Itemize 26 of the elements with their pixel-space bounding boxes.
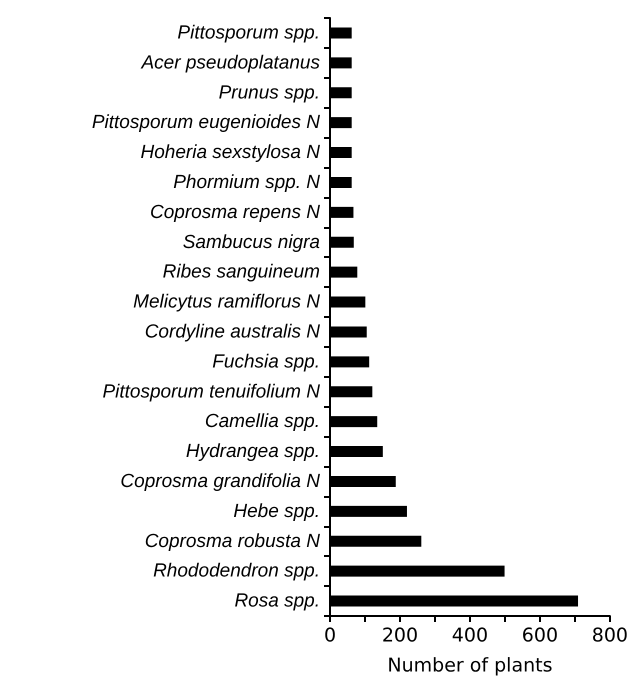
x-axis-title: Number of plants [387, 654, 552, 676]
y-tick-label: Fuchsia spp. [212, 351, 320, 372]
x-tick-label: 200 [382, 624, 418, 646]
y-tick-label: Rhododendron spp. [153, 560, 320, 582]
y-tick-label: Melicytus ramiflorus N [133, 292, 320, 313]
y-tick-label: Prunus spp. [218, 82, 320, 104]
y-tick-label: Sambucus nigra [182, 232, 320, 253]
y-tick-label: Phormium spp. N [173, 172, 320, 193]
y-tick-label: Pittosporum spp. [177, 22, 320, 44]
y-tick-label: Hydrangea spp. [186, 441, 320, 462]
y-tick-label: Rosa spp. [234, 590, 320, 612]
y-tick-label: Acer pseudoplatanus [140, 52, 320, 74]
x-tick-label: 400 [452, 624, 488, 646]
y-tick-label: Camellia spp. [204, 411, 320, 432]
x-tick-label: 0 [324, 624, 336, 646]
y-tick-label: Pittosporum tenuifolium N [102, 381, 320, 402]
y-tick-label: Cordyline australis N [144, 321, 320, 342]
y-tick-label: Hoheria sexstylosa N [140, 142, 320, 164]
y-tick-label: Ribes sanguineum [162, 262, 320, 283]
y-tick-label: Coprosma robusta N [144, 530, 320, 552]
y-tick-label: Coprosma repens N [150, 202, 320, 223]
y-tick-label: Coprosma grandifolia N [120, 470, 320, 492]
y-tick-label: Pittosporum eugenioides N [92, 112, 320, 134]
x-tick-label: 800 [592, 624, 628, 646]
y-tick-label: Hebe spp. [233, 500, 320, 522]
x-tick-label: 600 [522, 624, 558, 646]
